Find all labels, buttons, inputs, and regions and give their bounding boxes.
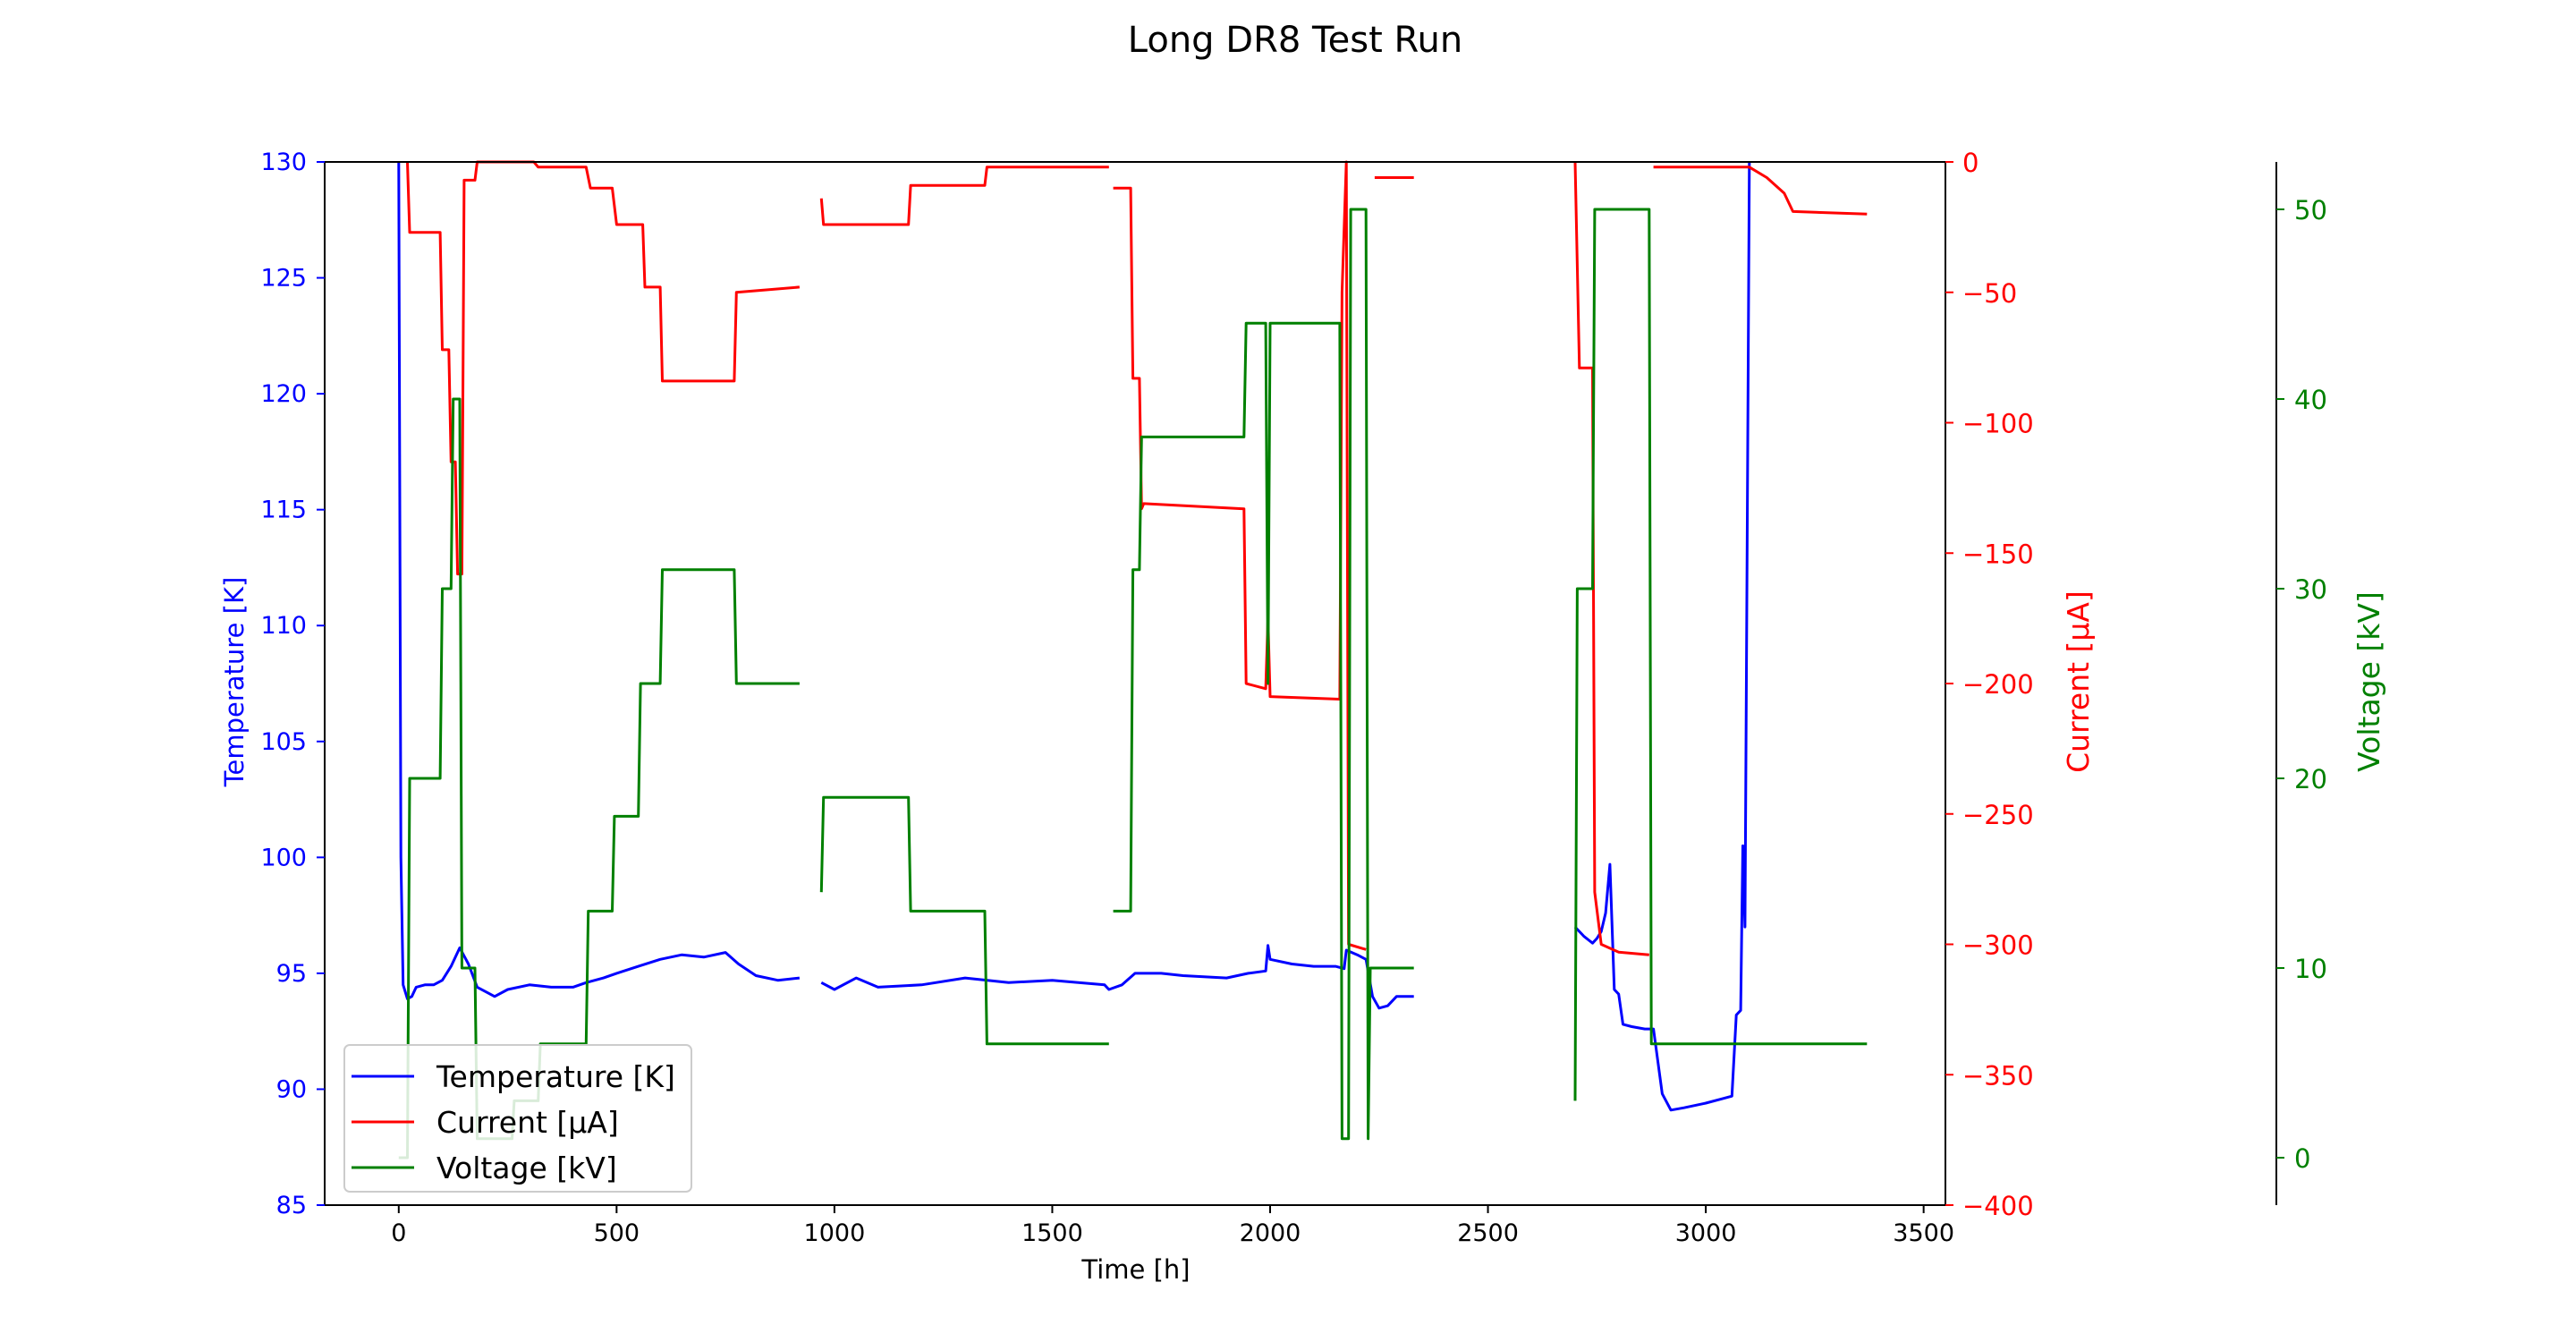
x-tick-label: 2000: [1240, 1219, 1301, 1247]
voltage-tick-label: 50: [2294, 195, 2327, 225]
current-tick-label: −50: [1962, 278, 2017, 309]
x-tick-label: 0: [391, 1219, 406, 1247]
series-current-segment-2: [1113, 160, 1367, 951]
temperature-tick-label: 125: [260, 265, 307, 293]
x-tick-label: 2500: [1457, 1219, 1519, 1247]
series-current-segment-4: [1573, 161, 1649, 956]
temperature-tick-label: 115: [260, 497, 307, 524]
series-voltage-segment-0: [398, 397, 800, 1159]
x-axis-label: Time [h]: [1080, 1254, 1190, 1285]
voltage-tick-label: 0: [2294, 1143, 2310, 1174]
temperature-tick-label: 100: [260, 844, 307, 871]
current-tick-label: −100: [1962, 409, 2034, 439]
x-tick-label: 1000: [804, 1219, 866, 1247]
current-tick-label: −400: [1962, 1191, 2034, 1221]
series-current-segment-0: [406, 160, 801, 576]
legend-box: [343, 1044, 692, 1193]
series-voltage-segment-2: [1113, 208, 1414, 1141]
voltage-axis-label: Voltage [kV]: [2351, 591, 2386, 772]
voltage-tick-label: 30: [2294, 574, 2327, 605]
series-current-segment-5: [1653, 166, 1868, 216]
current-axis-label: Current [μA]: [2061, 590, 2096, 773]
current-tick-label: 0: [1962, 148, 1979, 178]
voltage-tick-label: 40: [2294, 385, 2327, 415]
current-tick-label: −250: [1962, 800, 2034, 830]
legend: Temperature [K] Current [μA] Voltage [kV…: [343, 1044, 692, 1193]
legend-label-voltage: Voltage [kV]: [436, 1151, 617, 1185]
series-temperature-segment-2: [1573, 161, 1751, 1112]
plot-area: [397, 160, 1868, 1159]
x-tick-label: 1500: [1021, 1219, 1083, 1247]
temperature-tick-label: 90: [276, 1075, 307, 1103]
current-tick-label: −200: [1962, 669, 2034, 700]
current-tick-label: −350: [1962, 1060, 2034, 1091]
series-temperature-segment-1: [820, 944, 1414, 1010]
legend-label-temperature: Temperature [K]: [436, 1059, 675, 1094]
legend-label-current: Current [μA]: [436, 1105, 619, 1140]
x-tick-label: 3000: [1675, 1219, 1737, 1247]
temperature-tick-label: 85: [276, 1192, 307, 1219]
temperature-tick-label: 105: [260, 728, 307, 756]
temperature-tick-label: 130: [260, 149, 307, 176]
axes: 0 500 1000 1500 2000 2500 3000 3500859095100105…: [260, 148, 2326, 1247]
temperature-tick-label: 110: [260, 612, 307, 640]
voltage-tick-label: 20: [2294, 764, 2327, 794]
series-current-segment-1: [819, 166, 1109, 226]
series-voltage-segment-3: [1573, 208, 1868, 1101]
current-tick-label: −300: [1962, 930, 2034, 961]
voltage-tick-label: 10: [2294, 954, 2327, 984]
x-tick-label: 500: [594, 1219, 640, 1247]
temperature-tick-label: 95: [276, 960, 307, 988]
chart-title: Long DR8 Test Run: [1128, 20, 1462, 61]
x-tick-label: 3500: [1893, 1219, 1954, 1247]
current-tick-label: −150: [1962, 539, 2034, 569]
temperature-axis-label: Temperature [K]: [219, 577, 250, 788]
series-voltage-segment-1: [819, 795, 1109, 1046]
series-temperature-segment-0: [397, 161, 801, 1000]
temperature-tick-label: 120: [260, 380, 307, 408]
